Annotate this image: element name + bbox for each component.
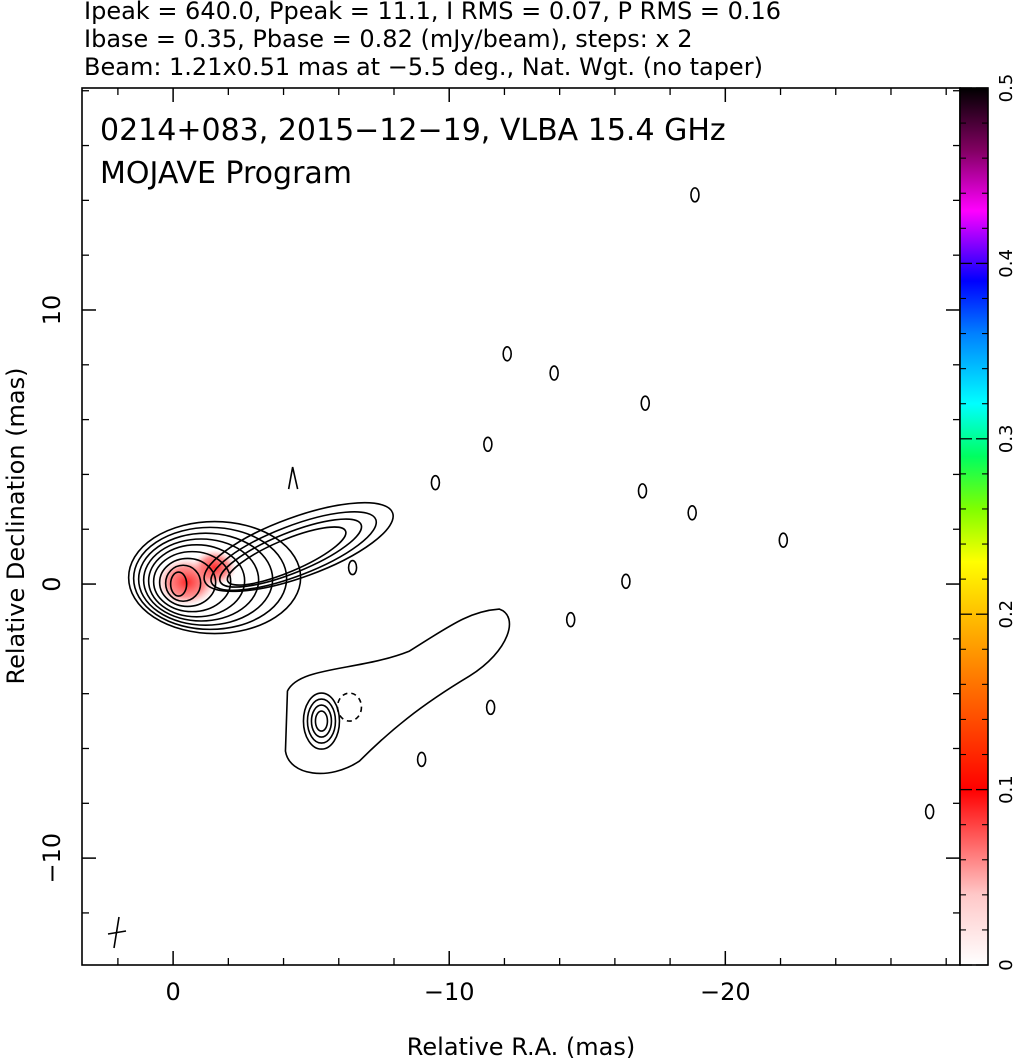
x-axis-label: Relative R.A. (mas) <box>407 1033 635 1060</box>
contour-layer <box>127 187 935 820</box>
plot-frame <box>81 87 961 966</box>
secondary-component-contour <box>314 710 329 732</box>
core-contour <box>152 550 232 613</box>
isolated-contour <box>640 395 651 411</box>
header-line-1: Ipeak = 640.0, Ppeak = 11.1, I RMS = 0.0… <box>84 0 781 25</box>
isolated-contour <box>637 483 648 499</box>
jet-contour <box>218 518 363 588</box>
isolated-contour <box>924 803 935 820</box>
header-line-2: Ibase = 0.35, Pbase = 0.82 (mJy/beam), s… <box>84 25 693 53</box>
core-contour <box>164 564 202 603</box>
jet-contour <box>226 526 347 586</box>
negative-contour <box>336 692 363 722</box>
isolated-contour <box>565 611 576 628</box>
y-axis-label: Relative Declination (mas) <box>2 367 30 684</box>
x-tick-label: −20 <box>700 978 751 1006</box>
plot-subtitle: MOJAVE Program <box>100 156 352 191</box>
isolated-contour <box>430 474 441 491</box>
y-tick-label: 0 <box>38 576 66 591</box>
colorbar-tick-label: 0.5 <box>996 74 1017 103</box>
plot-title: 0214+083, 2015−12−19, VLBA 15.4 GHz <box>100 113 726 148</box>
isolated-contour <box>347 559 358 576</box>
isolated-contour <box>778 532 789 549</box>
core-contour <box>169 571 188 597</box>
isolated-contour <box>416 751 427 768</box>
colorbar-tick-label: 0.4 <box>996 249 1017 278</box>
jet-knot-contour <box>287 466 299 490</box>
y-tick-label: 10 <box>38 295 66 326</box>
isolated-contour <box>502 346 512 362</box>
jet-contour <box>210 511 378 592</box>
header-line-3: Beam: 1.21x0.51 mas at −5.5 deg., Nat. W… <box>84 53 763 81</box>
core-contour <box>132 526 288 631</box>
isolated-contour <box>483 436 493 453</box>
colorbar-tick-label: 0 <box>996 959 1017 970</box>
isolated-contour <box>621 573 631 590</box>
colorbar-tick-label: 0.3 <box>996 424 1017 453</box>
x-tick-label: −10 <box>424 978 475 1006</box>
jet-contour <box>203 501 394 593</box>
isolated-contour <box>690 187 700 203</box>
secondary-component-contour <box>302 692 341 750</box>
beam-marker <box>107 916 127 949</box>
colorbar-tick-label: 0.1 <box>996 775 1017 804</box>
core-contour <box>147 544 246 618</box>
isolated-contour <box>687 504 697 521</box>
x-tick-label: 0 <box>165 978 180 1006</box>
core-contour <box>142 538 260 622</box>
tick-layer: 0 −10 −20 10 0 −10 <box>38 88 960 1006</box>
secondary-component-contour <box>310 704 333 738</box>
colorbar <box>959 87 989 966</box>
core-contour <box>158 557 217 608</box>
secondary-region-contour <box>284 608 511 775</box>
secondary-component-contour <box>306 698 337 744</box>
isolated-contour <box>549 365 559 381</box>
colorbar-ticks: 0 0.1 0.2 0.3 0.4 0.5 <box>960 74 1017 971</box>
colorbar-tick-label: 0.2 <box>996 600 1017 629</box>
isolated-contour <box>485 699 496 716</box>
y-tick-label: −10 <box>38 833 66 884</box>
